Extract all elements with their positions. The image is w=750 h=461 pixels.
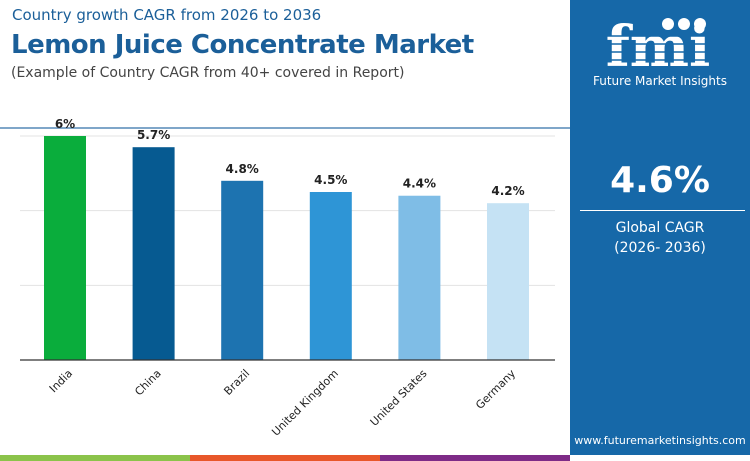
global-cagr-period: (2026- 2036) bbox=[614, 240, 706, 256]
bottom-bar-orange bbox=[190, 455, 380, 461]
panel-divider bbox=[580, 210, 745, 211]
global-cagr-text: Global CAGR bbox=[615, 220, 705, 236]
global-cagr-value: 4.6% bbox=[610, 160, 710, 201]
data-label: 4.8% bbox=[226, 162, 259, 176]
x-tick-label: United Kingdom bbox=[269, 367, 341, 439]
brand-name: Future Market Insights bbox=[592, 74, 727, 88]
side-panel bbox=[570, 0, 750, 455]
logo-text: fmi bbox=[606, 14, 711, 72]
bar-china bbox=[132, 147, 175, 360]
chart-subtitle: Country growth CAGR from 2026 to 2036 bbox=[12, 6, 322, 24]
bottom-bar-purple bbox=[380, 455, 570, 461]
chart-note: (Example of Country CAGR from 40+ covere… bbox=[11, 65, 405, 81]
bar-germany bbox=[487, 203, 529, 360]
bottom-color-bar bbox=[0, 455, 570, 461]
data-label: 4.5% bbox=[314, 173, 347, 187]
data-label: 4.4% bbox=[403, 177, 436, 191]
page-title: Lemon Juice Concentrate Market bbox=[11, 30, 474, 60]
fmi-logo: fmi bbox=[596, 14, 721, 72]
x-tick-label: China bbox=[132, 367, 163, 398]
bar-brazil bbox=[221, 180, 264, 360]
global-cagr-label: Global CAGR (2026- 2036) bbox=[570, 218, 750, 258]
x-tick-label: India bbox=[47, 367, 75, 395]
bar-chart: 6% India 5.7% China 4.8% Brazil 4.5% United Kin… bbox=[20, 117, 555, 439]
data-label: 5.7% bbox=[137, 128, 170, 142]
website-link[interactable]: www.futuremarketinsights.com bbox=[574, 434, 746, 447]
bar-united-kingdom bbox=[309, 192, 352, 360]
data-label: 6% bbox=[55, 117, 75, 131]
bar-united-states bbox=[398, 195, 441, 360]
x-tick-label: United States bbox=[368, 367, 430, 429]
x-tick-label: Brazil bbox=[221, 367, 252, 398]
bottom-bar-green bbox=[0, 455, 190, 461]
data-label: 4.2% bbox=[491, 184, 524, 198]
header-divider bbox=[0, 127, 570, 129]
bar-india bbox=[44, 136, 86, 360]
x-tick-label: Germany bbox=[473, 367, 518, 412]
